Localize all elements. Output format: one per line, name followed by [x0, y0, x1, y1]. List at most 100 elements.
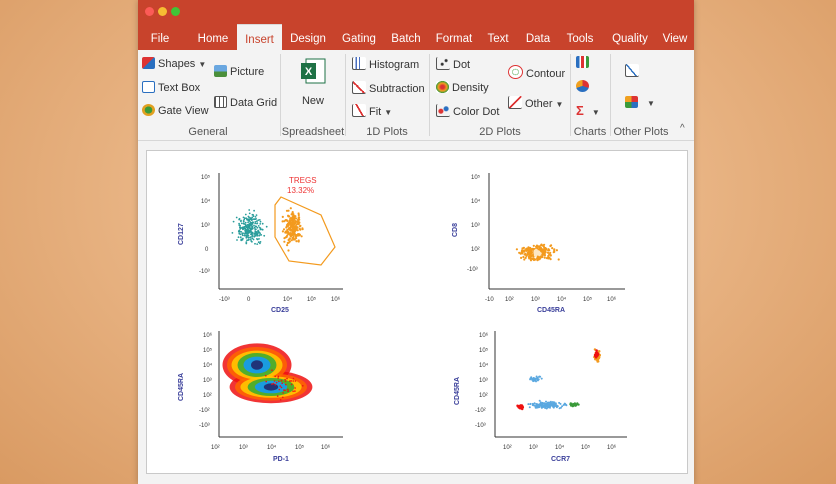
picture-button[interactable]: Picture	[214, 65, 264, 79]
cell-event-dot	[570, 404, 573, 407]
cell-event-dot	[242, 237, 244, 240]
cell-event-dot	[271, 369, 273, 371]
color-dot-plot-button[interactable]: Color Dot	[436, 104, 499, 119]
cell-event-dot	[280, 379, 283, 382]
plot-ccr7-cd45ra[interactable]: 10² 10³ 10⁴ 10⁵ 10⁶ 10⁶ 10⁵ 10⁴ 10³ 10² …	[447, 325, 637, 465]
cell-event-dot	[242, 232, 244, 234]
tab-design[interactable]: Design	[290, 33, 326, 45]
bar-chart-button[interactable]	[576, 56, 592, 70]
histogram-button[interactable]: Histogram	[352, 57, 419, 72]
text-box-button[interactable]: Text Box	[142, 81, 200, 95]
cell-event-dot	[286, 224, 289, 227]
cell-event-dot	[285, 383, 287, 386]
sum-chart-button[interactable]: Σ ▼	[576, 104, 600, 120]
y-tick: 10⁴	[201, 198, 211, 205]
tab-gating[interactable]: Gating	[342, 33, 376, 45]
other-2d-plot-button[interactable]: Other ▼	[508, 96, 563, 112]
cell-event-dot	[543, 404, 546, 407]
contour-plot-button[interactable]: Contour	[508, 65, 565, 81]
density-label: Density	[452, 82, 489, 94]
cell-event-dot	[280, 386, 283, 389]
cell-event-dot	[541, 244, 544, 247]
minimize-window-button[interactable]	[158, 7, 167, 16]
data-grid-button[interactable]: Data Grid	[214, 96, 277, 110]
tab-file[interactable]: File	[150, 33, 170, 45]
tab-batch[interactable]: Batch	[391, 33, 421, 45]
cell-event-dot	[252, 218, 254, 221]
cell-event-dot	[518, 251, 521, 254]
heatmap-plot-button[interactable]: ▼	[625, 96, 655, 111]
scatter-points	[515, 243, 560, 262]
cell-event-dot	[256, 222, 259, 224]
plot-cd25-cd127[interactable]: TREGS 13.32% -10³ 0 10⁴ 10⁵ 10⁶ 10⁵ 10⁴ …	[171, 165, 351, 315]
cell-event-dot	[240, 220, 242, 223]
cell-event-dot	[235, 216, 238, 219]
ribbon-tab-bar: File Home Insert Design Gating Batch For…	[138, 24, 694, 51]
cell-event-dot	[283, 240, 286, 243]
tab-format[interactable]: Format	[435, 33, 473, 45]
y-tick: 10⁵	[471, 174, 481, 181]
new-spreadsheet-button[interactable]: X New	[296, 58, 330, 108]
cell-event-dot	[298, 221, 301, 224]
collapse-ribbon-button[interactable]: ^	[680, 123, 685, 134]
cell-event-dot	[277, 377, 279, 379]
sigma-icon: Σ	[576, 103, 584, 118]
cell-event-dot	[293, 238, 296, 241]
tab-home[interactable]: Home	[197, 33, 229, 45]
cell-event-dot	[245, 226, 248, 229]
cell-event-dot	[545, 400, 547, 403]
cell-event-dot	[288, 237, 291, 240]
pie-chart-button[interactable]	[576, 80, 592, 94]
cell-event-dot	[565, 404, 568, 407]
cell-event-dot	[256, 220, 258, 223]
density-plot-button[interactable]: Density	[436, 81, 489, 95]
cell-event-dot	[284, 378, 286, 381]
fit-button[interactable]: Fit ▼	[352, 104, 392, 120]
cell-event-dot	[554, 402, 557, 405]
y-tick: -10²	[475, 408, 486, 414]
cell-event-dot	[238, 218, 241, 221]
plot-cd45ra-cd8[interactable]: -10 10² 10³ 10⁴ 10⁵ 10⁶ 10⁵ 10⁴ 10³ 10² …	[447, 165, 637, 315]
cell-event-dot	[294, 387, 296, 389]
cell-event-dot	[243, 225, 246, 228]
cell-event-dot	[279, 385, 281, 387]
tab-tools[interactable]: Tools	[566, 33, 594, 45]
group-general-label: General	[188, 126, 228, 138]
tab-text[interactable]: Text	[487, 33, 509, 45]
gate-view-button[interactable]: Gate View	[142, 104, 209, 118]
tab-quality[interactable]: Quality	[612, 33, 648, 45]
cell-event-dot	[559, 402, 562, 405]
cell-event-dot	[232, 220, 235, 223]
cell-event-dot	[247, 239, 249, 241]
dot-plot-button[interactable]: Dot	[436, 57, 470, 72]
cell-event-dot	[255, 214, 258, 216]
cell-event-dot	[594, 352, 598, 356]
ribbon-separator	[429, 54, 430, 136]
cell-event-dot	[237, 236, 240, 239]
cell-event-dot	[238, 224, 241, 227]
picture-icon	[214, 65, 227, 77]
cell-event-dot	[247, 236, 250, 239]
cell-event-dot	[286, 241, 289, 245]
tab-view[interactable]: View	[662, 33, 688, 45]
tregs-gate[interactable]	[274, 196, 336, 266]
tab-data[interactable]: Data	[525, 33, 551, 45]
overlay-plot-button[interactable]	[625, 64, 642, 79]
close-window-button[interactable]	[145, 7, 154, 16]
cell-event-dot	[259, 242, 261, 245]
cell-event-dot	[254, 218, 257, 221]
subtraction-button[interactable]: Subtraction	[352, 81, 425, 96]
maximize-window-button[interactable]	[171, 7, 180, 16]
plot-pd1-cd45ra[interactable]: 10² 10³ 10⁴ 10⁵ 10⁶ 10⁶ 10⁵ 10⁴ 10³ 10² …	[171, 325, 351, 465]
x-tick: 10⁶	[321, 444, 331, 451]
tab-insert[interactable]: Insert	[237, 24, 282, 51]
shapes-button[interactable]: Shapes ▼	[142, 57, 206, 72]
y-axis-label: CD45RA	[178, 373, 185, 401]
chevron-down-icon: ▼	[384, 108, 393, 117]
contour-level	[251, 360, 263, 370]
cell-event-dot	[260, 234, 263, 236]
cell-event-dot	[522, 255, 525, 259]
cell-event-dot	[531, 404, 534, 407]
cell-event-dot	[547, 257, 550, 260]
cell-event-dot	[251, 216, 254, 219]
